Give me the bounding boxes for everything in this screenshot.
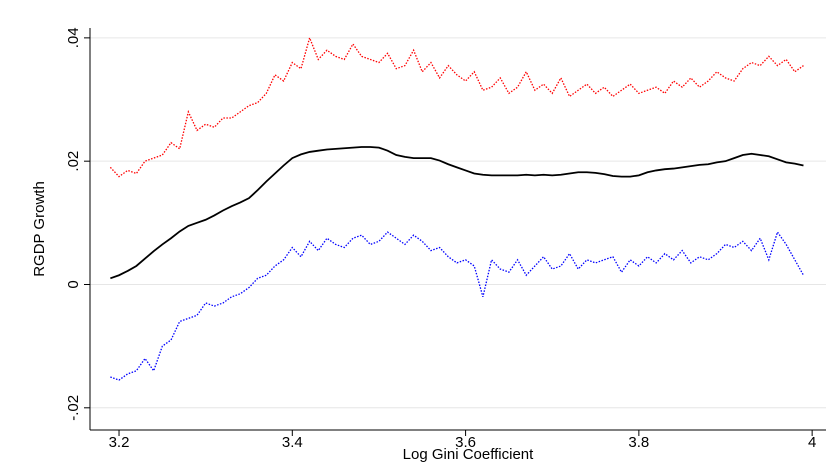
y-tick-label: .02 [65,151,82,172]
series-line [109,35,804,178]
y-tick-label: 0 [65,280,82,288]
series-line [110,230,805,381]
x-axis-title: Log Gini Coefficient [403,446,534,463]
x-tick-label: 3.2 [109,434,130,451]
y-tick-label: -.02 [65,395,82,421]
x-tick-label: 3.4 [282,434,303,451]
x-tick-label: 4 [808,434,816,451]
x-tick-label: 3.8 [628,434,649,451]
x-tick-label: 3.6 [455,434,476,451]
series-line [110,146,804,280]
y-axis-title: RGDP Growth [31,181,48,277]
y-tick-label: .04 [65,27,82,48]
